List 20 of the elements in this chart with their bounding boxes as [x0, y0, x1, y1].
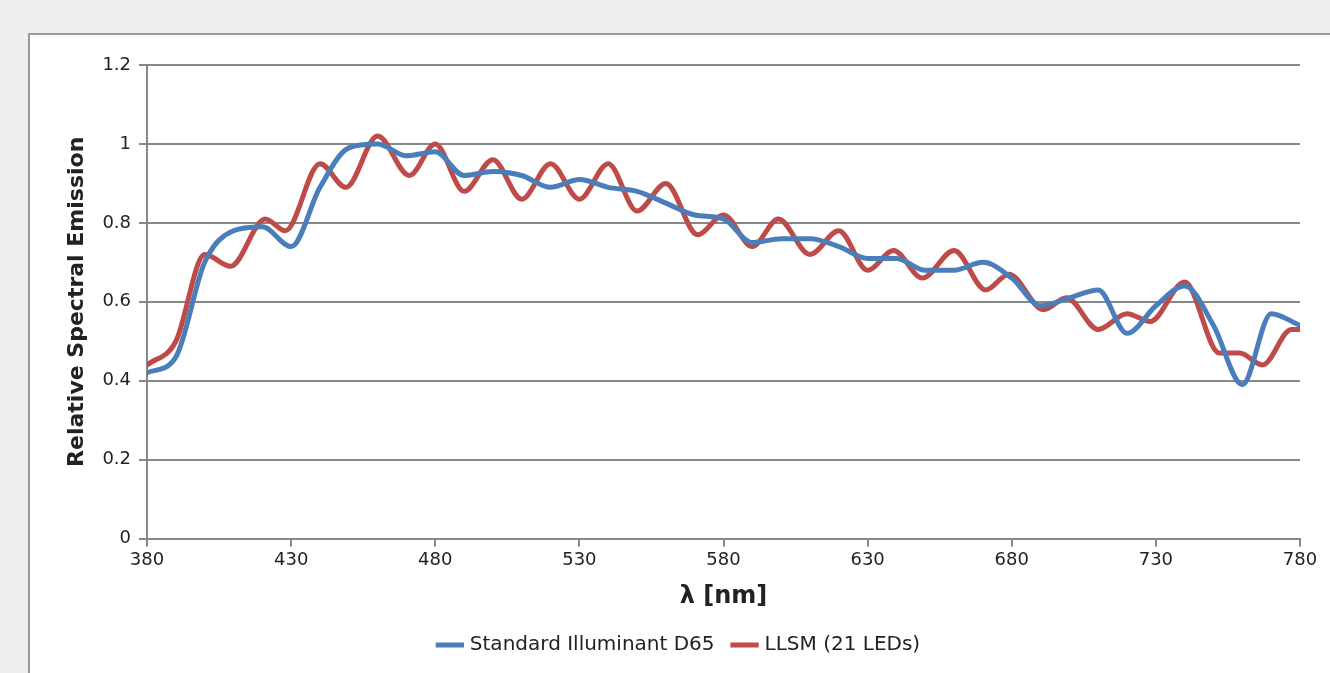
x-tick-label: 580: [706, 548, 741, 570]
y-tick-label: 0.4: [102, 368, 132, 390]
x-tick-label: 680: [994, 548, 1029, 570]
x-tick-label: 380: [129, 548, 165, 570]
x-tick-label: 730: [1138, 548, 1174, 570]
y-tick-label: 0: [119, 526, 132, 548]
x-tick-label: 480: [418, 548, 453, 570]
y-tick-label: 0.2: [102, 447, 132, 469]
y-tick-label: 1.2: [102, 52, 132, 74]
y-tick-label: 0.6: [102, 289, 132, 311]
x-tick-label: 430: [273, 548, 309, 570]
legend-label: LLSM (21 LEDs): [764, 631, 921, 656]
x-axis-title: λ [nm]: [679, 580, 768, 609]
y-tick-label: 0.8: [102, 210, 132, 232]
y-tick-label: 1: [119, 131, 132, 153]
y-axis-title: Relative Spectral Emission: [62, 136, 88, 467]
x-tick-label: 530: [562, 548, 597, 570]
legend-label: Standard Illuminant D65: [469, 631, 715, 656]
x-tick-label: 630: [850, 548, 885, 570]
x-tick-label: 780: [1282, 548, 1318, 570]
